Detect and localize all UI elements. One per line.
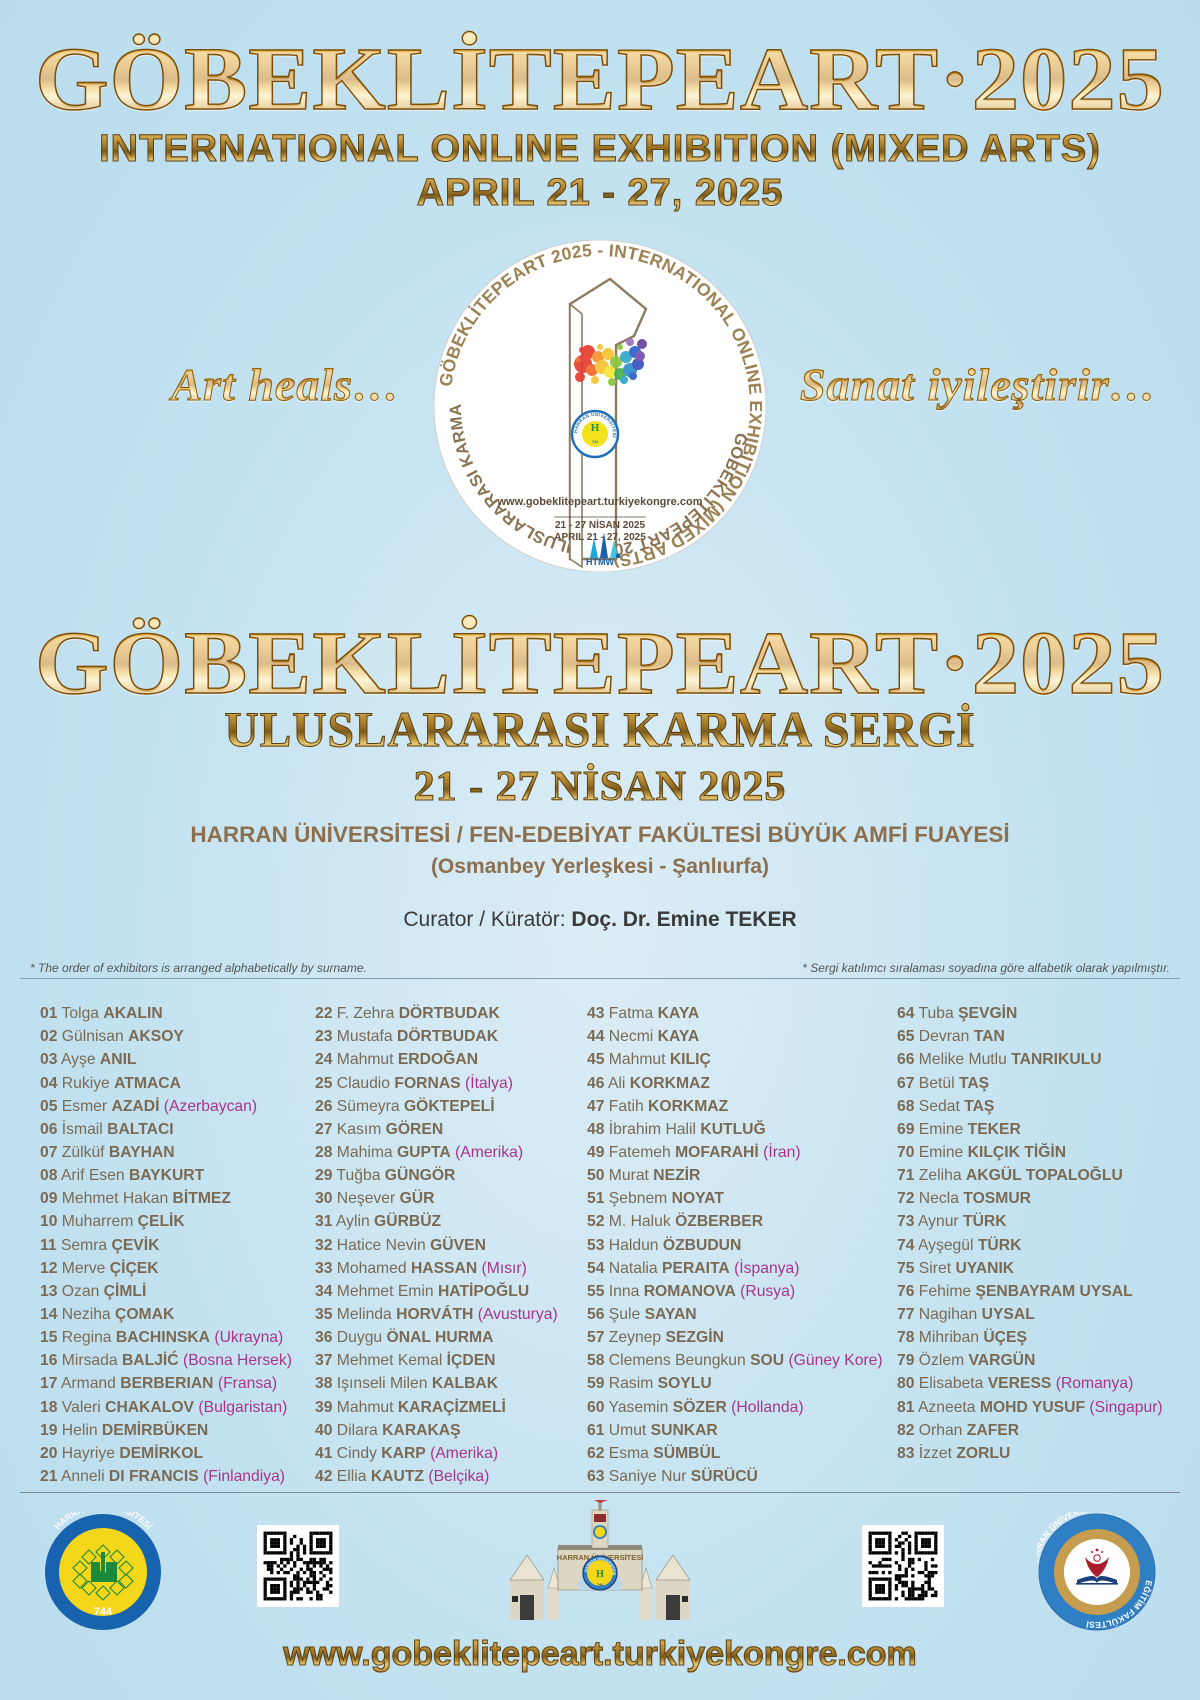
svg-text:www.gobeklitepeart.turkiyekong: www.gobeklitepeart.turkiyekongre.com bbox=[497, 496, 703, 508]
svg-text:744: 744 bbox=[597, 1583, 603, 1587]
svg-text:HTMW: HTMW bbox=[586, 557, 614, 567]
svg-text:744: 744 bbox=[592, 440, 598, 444]
svg-text:APRIL 21 - 27, 2025: APRIL 21 - 27, 2025 bbox=[554, 532, 646, 543]
svg-text:744: 744 bbox=[94, 1606, 113, 1618]
svg-text:H: H bbox=[596, 1569, 604, 1580]
svg-text:H: H bbox=[591, 422, 600, 434]
svg-text:21 - 27 NİSAN 2025: 21 - 27 NİSAN 2025 bbox=[555, 518, 645, 531]
